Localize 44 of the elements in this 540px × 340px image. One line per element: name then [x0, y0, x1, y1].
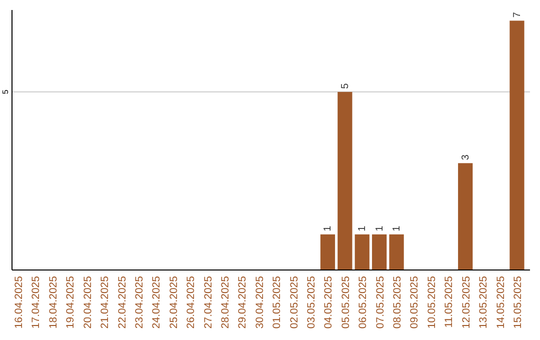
- x-tick-label: 20.04.2025: [82, 276, 94, 329]
- x-tick-label: 08.05.2025: [392, 276, 404, 329]
- x-tick-label: 05.05.2025: [340, 276, 352, 329]
- x-tick-label: 15.05.2025: [512, 276, 524, 329]
- x-tick-label: 29.04.2025: [236, 276, 249, 329]
- data-label: 1: [392, 225, 403, 232]
- x-tick-label: 23.04.2025: [133, 276, 146, 329]
- x-tick-label: 27.04.2025: [202, 276, 214, 329]
- x-tick-label: 26.04.2025: [185, 276, 198, 329]
- bar: [354, 234, 370, 270]
- x-tick-label: 21.04.2025: [99, 276, 112, 329]
- x-tick-label: 24.04.2025: [150, 276, 163, 329]
- x-tick-label: 12.05.2025: [460, 276, 472, 329]
- x-tick-label: 10.05.2025: [426, 276, 438, 329]
- x-tick-label: 13.05.2025: [478, 276, 490, 329]
- data-label: 3: [460, 154, 472, 160]
- x-tick-label: 01.05.2025: [271, 276, 284, 329]
- x-tick-label: 04.05.2025: [322, 276, 335, 329]
- data-label: 1: [357, 225, 368, 232]
- x-tick-label: 07.05.2025: [374, 276, 386, 329]
- x-tick-label: 22.04.2025: [116, 276, 128, 329]
- x-tick-label: 06.05.2025: [357, 276, 370, 329]
- x-tick-label: 25.04.2025: [168, 276, 180, 329]
- x-tick-label: 14.05.2025: [494, 276, 507, 329]
- data-label: 1: [374, 225, 386, 232]
- bar: [458, 163, 473, 270]
- x-tick-label: 18.04.2025: [47, 276, 60, 329]
- data-label: 1: [322, 225, 334, 232]
- x-tick-label: 11.05.2025: [443, 276, 456, 328]
- bar: [320, 234, 336, 270]
- x-tick-label: 02.05.2025: [288, 276, 300, 329]
- x-tick-label: 09.05.2025: [408, 276, 421, 329]
- data-label: 7: [512, 12, 523, 18]
- bar: [510, 20, 524, 270]
- x-tick-label: 03.05.2025: [306, 276, 318, 329]
- bar: [372, 234, 387, 270]
- x-tick-label: 19.04.2025: [64, 276, 77, 329]
- x-tick-label: 28.04.2025: [219, 276, 232, 329]
- bar: [338, 92, 352, 270]
- x-tick-label: 16.04.2025: [13, 276, 26, 329]
- data-label: 5: [340, 82, 351, 89]
- x-tick-label: 30.04.2025: [254, 276, 266, 329]
- bar: [389, 234, 404, 270]
- x-tick-label: 17.04.2025: [30, 276, 42, 329]
